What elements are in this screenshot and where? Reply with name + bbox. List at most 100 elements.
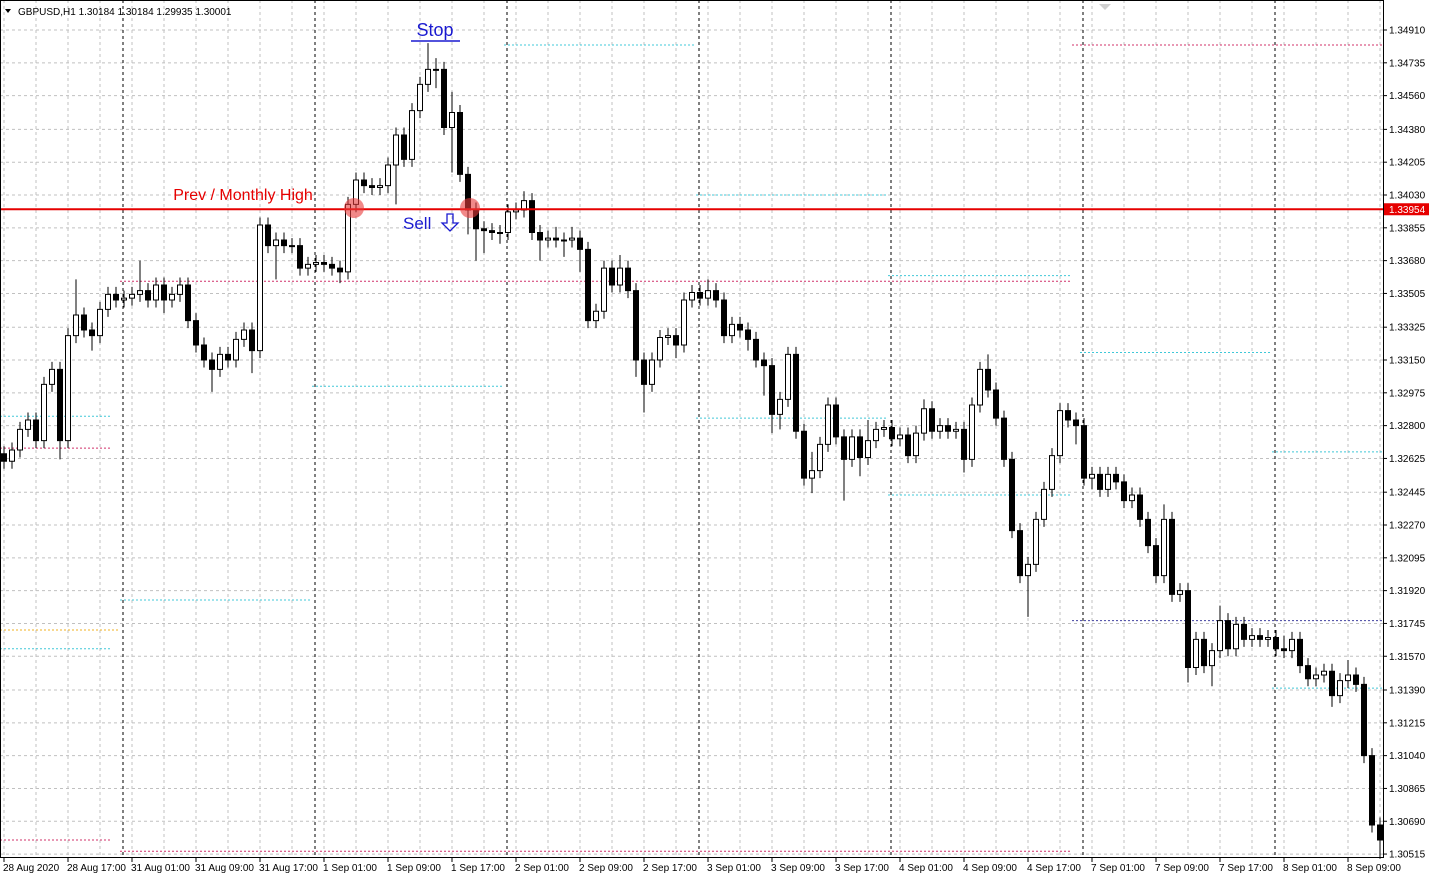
x-tick-label: 4 Sep 01:00 [899, 863, 953, 874]
y-tick-label: 1.31040 [1389, 751, 1426, 762]
candle-body [1153, 545, 1159, 577]
candle-body [1161, 518, 1167, 577]
candle-body [1073, 419, 1079, 427]
candle-body [681, 299, 687, 346]
candle-body [905, 434, 911, 457]
candle-body [977, 368, 983, 406]
x-tick-label: 4 Sep 17:00 [1027, 863, 1081, 874]
candle-body [601, 267, 607, 312]
candle-body [961, 428, 967, 460]
candle-body [233, 338, 239, 361]
candle-body [553, 237, 559, 241]
candle-body [1281, 648, 1287, 652]
candle-body [1297, 638, 1303, 667]
candle-body [993, 389, 999, 419]
candle-body [321, 262, 327, 265]
candle-body [1, 453, 7, 462]
x-tick-label: 1 Sep 01:00 [323, 863, 377, 874]
y-tick-label: 1.32270 [1389, 521, 1426, 532]
candle-body [713, 290, 719, 301]
x-tick-label: 28 Aug 17:00 [67, 863, 126, 874]
candle-body [1185, 590, 1191, 668]
candle-body [81, 314, 87, 331]
high-label: Prev / Monthly High [173, 187, 313, 204]
candle-body [1345, 674, 1351, 682]
y-tick-label: 1.30690 [1389, 817, 1426, 828]
candle-body [57, 368, 63, 442]
candle-body [1065, 410, 1071, 421]
candle-body [265, 224, 271, 247]
candle-body [1145, 518, 1151, 547]
y-tick-label: 1.34205 [1389, 158, 1426, 169]
candle-body [137, 290, 143, 295]
candle-body [873, 428, 879, 442]
y-tick-label: 1.34910 [1389, 26, 1426, 37]
candle-body [1201, 638, 1207, 667]
candle-body [393, 134, 399, 166]
candle-body [673, 335, 679, 346]
candle-body [785, 353, 791, 400]
candle-body [73, 314, 79, 337]
candle-body [817, 443, 823, 472]
candle-body [1329, 670, 1335, 697]
candle-body [897, 434, 903, 440]
candle-body [449, 112, 455, 128]
x-tick-label: 8 Sep 09:00 [1347, 863, 1401, 874]
y-tick-label: 1.32800 [1389, 421, 1426, 432]
candle-body [1353, 674, 1359, 685]
candle-body [113, 293, 119, 301]
candle-body [129, 293, 135, 299]
y-tick-label: 1.31570 [1389, 652, 1426, 663]
x-tick-label: 7 Sep 17:00 [1219, 863, 1273, 874]
x-tick-label: 3 Sep 17:00 [835, 863, 889, 874]
candle-body [1209, 650, 1215, 667]
candle-body [705, 290, 711, 299]
header-icon [5, 9, 11, 13]
candle-body [649, 359, 655, 385]
candle-body [361, 179, 367, 187]
y-tick-label: 1.32975 [1389, 388, 1426, 399]
candle-body [209, 359, 215, 370]
candle-body [377, 185, 383, 188]
candle-body [593, 310, 599, 322]
candle-body [1249, 635, 1255, 640]
candle-body [417, 83, 423, 112]
x-tick-label: 31 Aug 17:00 [259, 863, 318, 874]
candle-body [1113, 473, 1119, 483]
candle-body [297, 245, 303, 269]
signal-dot [460, 198, 480, 218]
candle-body [1089, 473, 1095, 479]
x-tick-label: 1 Sep 09:00 [387, 863, 441, 874]
candle-body [97, 308, 103, 337]
stop-label: Stop [416, 20, 453, 40]
candle-body [633, 290, 639, 361]
candle-body [1137, 494, 1143, 520]
candle-body [305, 263, 311, 269]
candles [1, 43, 1383, 859]
y-tick-label: 1.33150 [1389, 356, 1426, 367]
candle-body [881, 427, 887, 430]
x-tick-label: 7 Sep 01:00 [1091, 863, 1145, 874]
candle-body [561, 239, 567, 242]
candle-body [1241, 623, 1247, 640]
y-tick-label: 1.33325 [1389, 323, 1426, 334]
candle-body [505, 211, 511, 233]
candle-body [617, 267, 623, 286]
candle-body [865, 440, 871, 458]
candle-body [833, 404, 839, 438]
x-tick-label: 1 Sep 17:00 [451, 863, 505, 874]
candle-body [1337, 680, 1343, 697]
candle-body [1273, 637, 1279, 650]
sell-arrow [440, 213, 460, 232]
x-tick-label: 4 Sep 09:00 [963, 863, 1017, 874]
candle-body [481, 228, 487, 232]
y-tick-label: 1.32625 [1389, 454, 1426, 465]
chart-title: GBPUSD,H1 1.30184 1.30184 1.29935 1.3000… [18, 7, 232, 18]
candle-body [769, 365, 775, 415]
y-tick-label: 1.32445 [1389, 488, 1426, 499]
candle-body [145, 290, 151, 301]
candle-body [1081, 425, 1087, 479]
y-tick-label: 1.32095 [1389, 553, 1426, 564]
levels [0, 44, 1384, 852]
candle-body [937, 425, 943, 432]
